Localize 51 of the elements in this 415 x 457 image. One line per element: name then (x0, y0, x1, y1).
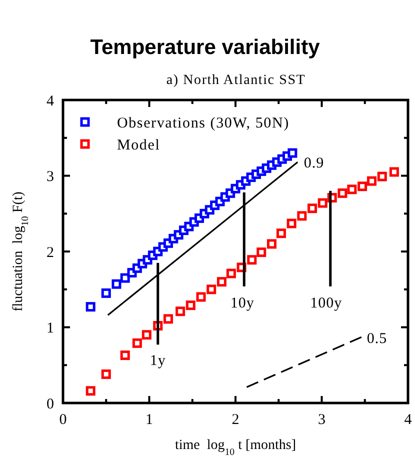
x-tick-label: 2 (232, 412, 240, 428)
point (338, 188, 348, 198)
x-tick-label: 4 (404, 412, 412, 428)
x-tick-label: 0 (59, 412, 67, 428)
annotation: 0.9 (304, 155, 324, 172)
legend-label: Observations (30W, 50N) (117, 115, 290, 132)
point (101, 288, 111, 298)
point (120, 350, 130, 360)
annotation: 100y (310, 296, 342, 312)
point (216, 277, 226, 287)
y-tick-label: 2 (46, 244, 54, 261)
y-tick-label: 3 (46, 169, 54, 185)
chart-subtitle: a) North Atlantic SST (166, 73, 306, 88)
x-axis-title: time log$_{10}$ t [months] (174, 438, 296, 457)
x-tick-label: 3 (318, 412, 326, 428)
point (266, 239, 276, 249)
point (367, 176, 377, 186)
y-tick-label: 0 (46, 396, 54, 412)
point (276, 228, 286, 238)
chart-title: Temperature variability (90, 36, 320, 59)
point (297, 211, 307, 221)
point (163, 314, 173, 324)
point (196, 292, 206, 302)
point (101, 369, 111, 379)
point (186, 300, 196, 310)
point (176, 306, 186, 316)
point (206, 284, 216, 294)
legend-label: Model (117, 137, 160, 154)
point (318, 198, 328, 208)
point (120, 273, 130, 283)
y-tick-label: 1 (46, 320, 54, 336)
point (308, 204, 318, 214)
annotation: 1y (150, 353, 166, 370)
point (132, 338, 142, 348)
point (347, 184, 357, 194)
point (256, 248, 266, 258)
annotation: 10y (230, 296, 254, 312)
point (112, 279, 122, 289)
point (247, 255, 257, 265)
point (286, 218, 296, 228)
point (86, 302, 96, 312)
point (389, 167, 399, 177)
point (86, 386, 96, 396)
point (358, 182, 368, 192)
point (226, 268, 236, 278)
point (142, 330, 152, 340)
x-tick-label: 1 (146, 412, 153, 428)
point (288, 148, 298, 158)
point (377, 172, 387, 182)
annotation: 0.5 (366, 331, 388, 348)
y-tick-label: 4 (46, 93, 54, 110)
